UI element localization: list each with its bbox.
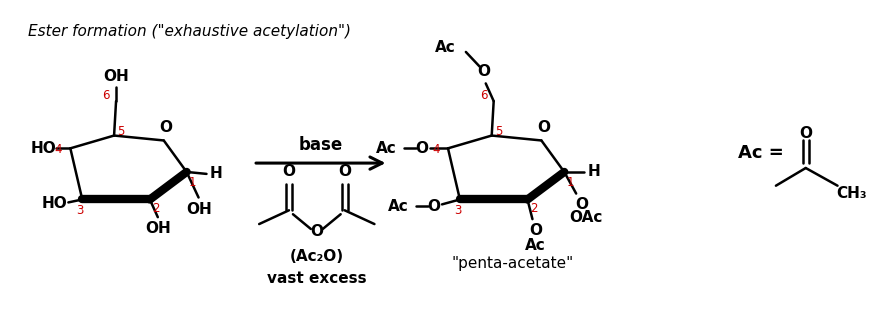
Text: O: O	[338, 164, 352, 179]
Text: CH₃: CH₃	[836, 186, 867, 201]
Text: Ac: Ac	[435, 40, 456, 54]
Text: OAc: OAc	[570, 210, 603, 225]
Text: HO: HO	[42, 196, 68, 211]
Text: O: O	[311, 224, 323, 240]
Text: 1: 1	[566, 176, 574, 189]
Text: Ac: Ac	[387, 199, 409, 214]
Text: Ester formation ("exhaustive acetylation"): Ester formation ("exhaustive acetylation…	[28, 25, 351, 39]
Text: Ac: Ac	[525, 238, 546, 253]
Text: H: H	[210, 166, 222, 181]
Text: O: O	[799, 126, 813, 141]
Text: "penta-acetate": "penta-acetate"	[451, 256, 574, 271]
Text: OH: OH	[145, 221, 171, 237]
Text: vast excess: vast excess	[267, 271, 367, 286]
Text: 6: 6	[102, 89, 109, 102]
Text: O: O	[416, 141, 429, 156]
Text: O: O	[282, 164, 295, 179]
Text: 2: 2	[152, 202, 159, 215]
Text: O: O	[576, 197, 588, 212]
Text: Ac =: Ac =	[738, 144, 784, 162]
Text: OH: OH	[187, 202, 213, 217]
Text: 2: 2	[530, 202, 538, 215]
Text: O: O	[427, 199, 441, 214]
Text: 4: 4	[433, 143, 440, 156]
Text: O: O	[537, 120, 550, 135]
Text: OH: OH	[103, 69, 129, 84]
Text: O: O	[477, 64, 490, 79]
Text: HO: HO	[30, 141, 56, 156]
Text: O: O	[159, 120, 173, 135]
Text: H: H	[587, 164, 601, 179]
Text: 1: 1	[189, 176, 197, 189]
Text: 4: 4	[54, 143, 62, 156]
Text: 3: 3	[77, 204, 84, 217]
Text: 5: 5	[117, 125, 125, 138]
Text: O: O	[529, 223, 542, 239]
Text: 5: 5	[495, 125, 502, 138]
Text: 6: 6	[480, 89, 488, 102]
Text: Ac: Ac	[376, 141, 396, 156]
Text: base: base	[299, 136, 343, 154]
Text: (Ac₂O): (Ac₂O)	[290, 249, 344, 264]
Text: 3: 3	[454, 204, 462, 217]
